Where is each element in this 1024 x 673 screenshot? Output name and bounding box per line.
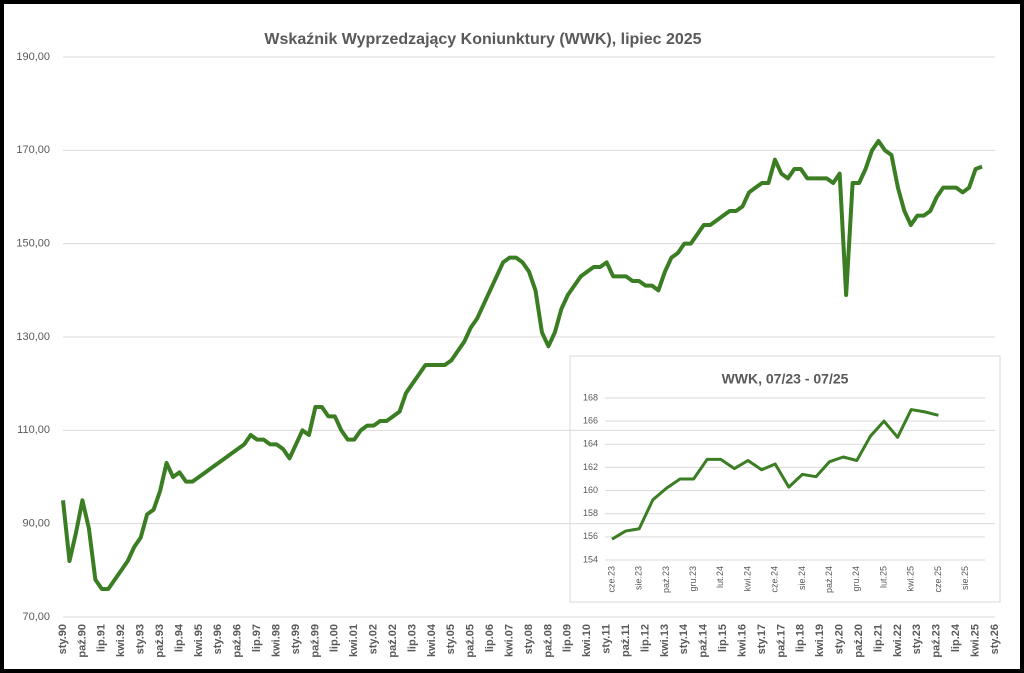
x-tick-label: sty.99 bbox=[290, 624, 302, 654]
x-tick-label: kwi.25 bbox=[969, 624, 981, 657]
x-tick-label: lip.06 bbox=[484, 624, 496, 652]
x-tick-label: kwi.24 bbox=[742, 566, 752, 592]
x-tick-label: lip.03 bbox=[406, 624, 418, 652]
y-tick-label: 160 bbox=[583, 485, 598, 495]
y-tick-label: 166 bbox=[583, 416, 598, 426]
x-tick-label: sty.26 bbox=[989, 624, 1001, 654]
x-tick-label: paź.20 bbox=[853, 624, 865, 658]
x-tick-label: paź.93 bbox=[154, 624, 166, 658]
x-tick-label: paź.08 bbox=[542, 624, 554, 658]
x-tick-label: paź.05 bbox=[465, 624, 477, 658]
x-tick-label: sty.20 bbox=[834, 624, 846, 654]
y-tick-label: 168 bbox=[583, 392, 598, 402]
x-tick-label: sie.23 bbox=[634, 566, 644, 590]
x-tick-label: kwi.01 bbox=[348, 624, 360, 657]
x-tick-label: sty.02 bbox=[368, 624, 380, 654]
x-tick-label: lip.15 bbox=[717, 624, 729, 652]
data-line bbox=[61, 139, 983, 591]
chart-title: Wskaźnik Wyprzedzający Koniunktury (WWK)… bbox=[264, 31, 701, 48]
x-tick-label: kwi.07 bbox=[503, 624, 515, 657]
x-tick-label: sty.93 bbox=[135, 624, 147, 654]
x-tick-label: lip.12 bbox=[639, 624, 651, 652]
x-tick-label: sty.05 bbox=[445, 624, 457, 654]
x-tick-label: sie.25 bbox=[960, 566, 970, 590]
y-tick-label: 164 bbox=[583, 439, 598, 449]
x-tick-label: kwi.19 bbox=[814, 624, 826, 657]
x-tick-label: lut.24 bbox=[715, 566, 725, 588]
x-tick-label: sty.08 bbox=[523, 624, 535, 654]
x-tick-label: paź.96 bbox=[232, 624, 244, 658]
x-tick-label: kwi.98 bbox=[270, 624, 282, 657]
y-tick-label: 162 bbox=[583, 462, 598, 472]
x-tick-label: paź.23 bbox=[661, 566, 671, 593]
x-tick-label: sty.14 bbox=[678, 623, 690, 654]
x-tick-label: paź.23 bbox=[931, 624, 943, 658]
x-tick-label: lip.94 bbox=[173, 623, 185, 652]
x-tick-label: sie.24 bbox=[797, 566, 807, 590]
y-tick-label: 154 bbox=[583, 554, 598, 564]
x-tick-label: paź.17 bbox=[775, 624, 787, 658]
x-tick-label: sty.17 bbox=[756, 624, 768, 654]
x-tick-label: paź.14 bbox=[698, 623, 710, 658]
y-tick-label: 190,00 bbox=[16, 51, 50, 63]
y-tick-label: 170,00 bbox=[16, 144, 50, 156]
x-tick-label: kwi.95 bbox=[193, 624, 205, 657]
y-tick-label: 158 bbox=[583, 508, 598, 518]
y-tick-label: 70,00 bbox=[22, 611, 50, 623]
x-tick-label: sty.90 bbox=[57, 624, 69, 654]
chart-title: WWK, 07/23 - 07/25 bbox=[722, 371, 849, 387]
x-tick-label: lip.09 bbox=[562, 624, 574, 652]
y-tick-label: 150,00 bbox=[16, 238, 50, 250]
x-tick-label: paź.11 bbox=[620, 624, 632, 657]
x-tick-label: lip.21 bbox=[872, 624, 884, 652]
x-tick-label: lip.00 bbox=[329, 624, 341, 652]
y-tick-label: 110,00 bbox=[17, 424, 50, 436]
x-tick-label: sty.23 bbox=[911, 624, 923, 654]
x-tick-label: kwi.92 bbox=[115, 624, 127, 657]
x-tick-label: paź.24 bbox=[824, 566, 834, 593]
x-tick-label: kwi.04 bbox=[426, 623, 438, 657]
x-tick-label: cze.25 bbox=[933, 566, 943, 593]
x-tick-label: kwi.16 bbox=[736, 624, 748, 657]
y-tick-label: 156 bbox=[583, 531, 598, 541]
x-tick-label: paź.99 bbox=[309, 624, 321, 658]
x-tick-label: kwi.13 bbox=[659, 624, 671, 657]
x-tick-label: kwi.10 bbox=[581, 624, 593, 657]
x-tick-label: gru.23 bbox=[688, 566, 698, 592]
x-tick-label: lip.97 bbox=[251, 624, 263, 652]
x-tick-label: cze.23 bbox=[606, 566, 616, 593]
y-tick-label: 130,00 bbox=[16, 331, 50, 343]
x-tick-label: kwi.22 bbox=[892, 624, 904, 657]
x-tick-label: cze.24 bbox=[770, 566, 780, 593]
x-tick-label: lip.24 bbox=[950, 623, 962, 652]
x-tick-label: lip.18 bbox=[795, 624, 807, 652]
x-tick-label: paź.02 bbox=[387, 624, 399, 658]
x-tick-label: sty.96 bbox=[212, 624, 224, 654]
x-tick-label: paź.90 bbox=[76, 624, 88, 658]
x-tick-label: sty.11 bbox=[601, 624, 613, 654]
data-line bbox=[611, 408, 939, 541]
x-tick-label: kwi.25 bbox=[906, 566, 916, 592]
x-tick-label: gru.24 bbox=[851, 566, 861, 592]
x-tick-label: lip.91 bbox=[96, 624, 108, 652]
x-tick-label: lut.25 bbox=[878, 566, 888, 588]
y-tick-label: 90,00 bbox=[22, 518, 50, 530]
